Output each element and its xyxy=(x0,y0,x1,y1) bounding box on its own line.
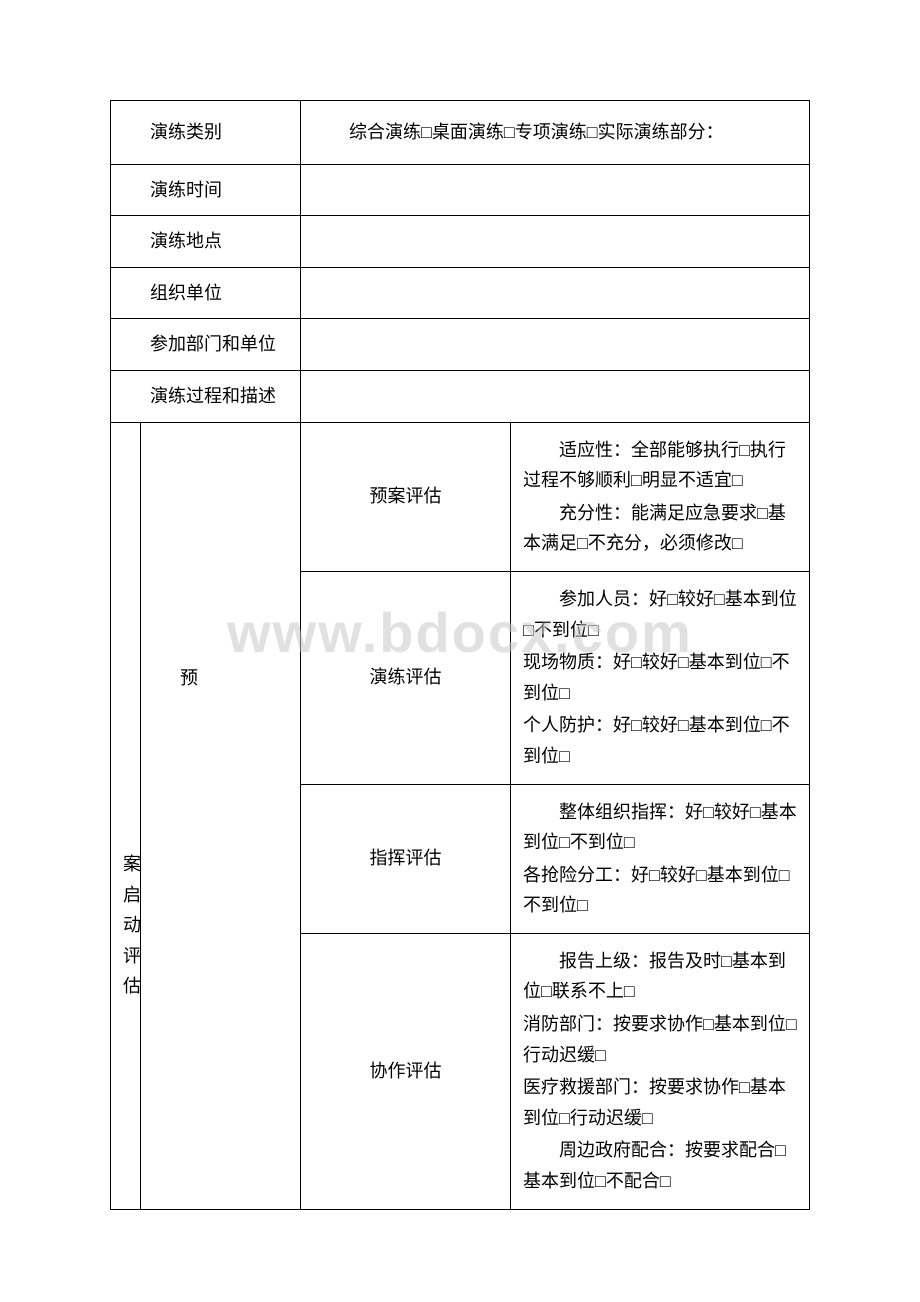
eval-drill-body: 参加人员：好□较好□基本到位□不到位□ 现场物质：好□较好□基本到位□不到位□ … xyxy=(511,571,810,784)
label-dept: 参加部门和单位 xyxy=(111,319,301,371)
eval-plan-p1: 适应性：全部能够执行□执行过程不够顺利□明显不适宜□ xyxy=(523,435,797,496)
eval-plan-title: 预案评估 xyxy=(301,422,511,571)
eval-command-p2: 各抢险分工：好□较好□基本到位□不到位□ xyxy=(523,860,797,921)
table-row: 演练类别 综合演练□桌面演练□专项演练□实际演练部分： xyxy=(111,101,810,165)
eval-group-char: 启 xyxy=(123,880,128,911)
table-row: 演练过程和描述 xyxy=(111,370,810,422)
label-org: 组织单位 xyxy=(111,267,301,319)
label-place: 演练地点 xyxy=(111,216,301,268)
eval-plan-p2: 充分性：能满足应急要求□基本满足□不充分，必须修改□ xyxy=(523,498,797,559)
eval-group-char: 估 xyxy=(123,971,128,1002)
table-row: 演练时间 xyxy=(111,164,810,216)
value-process xyxy=(301,370,810,422)
eval-drill-title: 演练评估 xyxy=(301,571,511,784)
eval-coop-p3: 医疗救援部门：按要求协作□基本到位□行动迟缓□ xyxy=(523,1072,797,1133)
value-place xyxy=(301,216,810,268)
value-org xyxy=(301,267,810,319)
table-row: 演练地点 xyxy=(111,216,810,268)
eval-drill-p1: 参加人员：好□较好□基本到位□不到位□ xyxy=(523,584,797,645)
eval-coop-p4: 周边政府配合：按要求配合□基本到位□不配合□ xyxy=(523,1135,797,1196)
eval-coop-p1: 报告上级：报告及时□基本到位□联系不上□ xyxy=(523,946,797,1007)
eval-command-p1: 整体组织指挥：好□较好□基本到位□不到位□ xyxy=(523,797,797,858)
value-time xyxy=(301,164,810,216)
table-row: 参加部门和单位 xyxy=(111,319,810,371)
eval-group-char: 动 xyxy=(123,910,128,941)
table-row: 案 启 动 评 估 预 预案评估 适应性：全部能够执行□执行过程不够顺利□明显不… xyxy=(111,422,810,571)
label-process: 演练过程和描述 xyxy=(111,370,301,422)
eval-group-char: 评 xyxy=(123,941,128,972)
value-dept xyxy=(301,319,810,371)
eval-coop-body: 报告上级：报告及时□基本到位□联系不上□ 消防部门：按要求协作□基本到位□行动迟… xyxy=(511,933,810,1209)
eval-group-char: 案 xyxy=(123,849,128,880)
eval-group-label: 案 启 动 评 估 xyxy=(111,422,141,1209)
eval-coop-title: 协作评估 xyxy=(301,933,511,1209)
eval-drill-p2: 现场物质：好□较好□基本到位□不到位□ xyxy=(523,647,797,708)
eval-coop-p2: 消防部门：按要求协作□基本到位□行动迟缓□ xyxy=(523,1009,797,1070)
label-category: 演练类别 xyxy=(111,101,301,165)
eval-drill-p3: 个人防护：好□较好□基本到位□不到位□ xyxy=(523,710,797,771)
label-time: 演练时间 xyxy=(111,164,301,216)
table-row: 组织单位 xyxy=(111,267,810,319)
evaluation-table: 演练类别 综合演练□桌面演练□专项演练□实际演练部分： 演练时间 演练地点 组织… xyxy=(110,100,810,1210)
eval-command-body: 整体组织指挥：好□较好□基本到位□不到位□ 各抢险分工：好□较好□基本到位□不到… xyxy=(511,784,810,933)
eval-command-title: 指挥评估 xyxy=(301,784,511,933)
category-text: 综合演练□桌面演练□专项演练□实际演练部分： xyxy=(313,117,797,148)
eval-plan-body: 适应性：全部能够执行□执行过程不够顺利□明显不适宜□ 充分性：能满足应急要求□基… xyxy=(511,422,810,571)
value-category: 综合演练□桌面演练□专项演练□实际演练部分： xyxy=(301,101,810,165)
eval-group-side: 预 xyxy=(141,422,301,1209)
page-container: 演练类别 综合演练□桌面演练□专项演练□实际演练部分： 演练时间 演练地点 组织… xyxy=(0,0,920,1270)
